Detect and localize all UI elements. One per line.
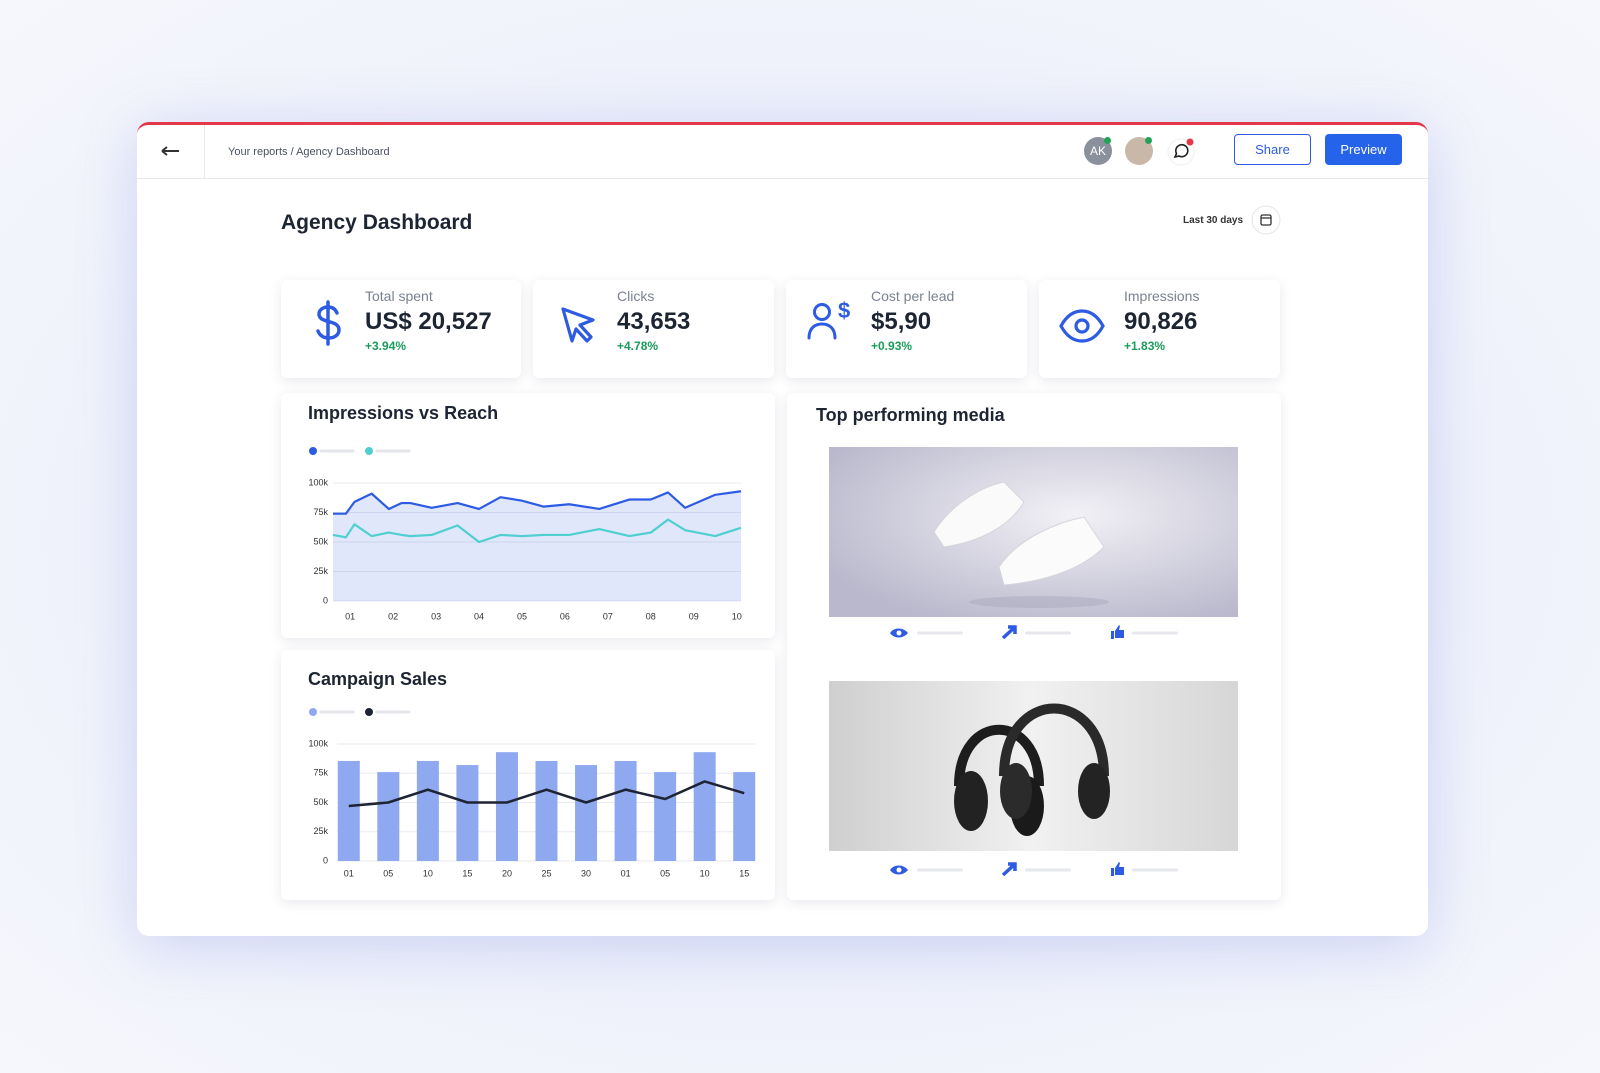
x-tick-label: 08 (646, 611, 656, 621)
y-tick-label: 75k (313, 768, 328, 778)
x-tick-label: 20 (502, 868, 512, 878)
chart-card: Impressions vs Reach 0 25k 50k 75k 100k 01 02 03… (281, 393, 775, 638)
x-tick-label: 04 (474, 611, 484, 621)
kpi-label: Clicks (617, 288, 655, 304)
bar (614, 760, 637, 861)
media-image (829, 447, 1238, 617)
comments-button[interactable] (1167, 138, 1195, 166)
x-tick-label: 25 (541, 868, 551, 878)
x-tick-label: 02 (388, 611, 398, 621)
x-tick-label: 15 (739, 868, 749, 878)
dollar-icon (316, 300, 341, 346)
media-image (829, 681, 1238, 851)
x-tick-label: 01 (345, 611, 355, 621)
media-card: Top performing media (787, 393, 1281, 900)
user-cost-icon: $ (807, 300, 850, 340)
bar (575, 765, 598, 861)
status-dot (1145, 137, 1152, 144)
kpi-card: Impressions 90,826 +1.83% (1039, 280, 1280, 378)
kpi-card: Total spent US$ 20,527 +3.94% (281, 280, 521, 378)
breadcrumb[interactable]: Your reports / Agency Dashboard (228, 146, 390, 158)
y-tick-label: 25k (313, 826, 328, 836)
chart-title: Impressions vs Reach (308, 403, 498, 423)
x-tick-label: 01 (344, 868, 354, 878)
avatar[interactable]: AK (1084, 137, 1112, 165)
kpi-label: Total spent (365, 288, 433, 304)
kpi-change: +0.93% (871, 339, 913, 353)
series-area (333, 491, 741, 601)
x-tick-label: 05 (383, 868, 393, 878)
kpi-change: +4.78% (617, 339, 659, 353)
kpi-value: $5,90 (871, 308, 932, 335)
date-range[interactable]: Last 30 days (1183, 215, 1244, 226)
divider (204, 125, 205, 178)
kpi-label: Impressions (1124, 288, 1200, 304)
media-stats (890, 625, 1178, 640)
back-button[interactable] (159, 143, 183, 159)
bar (337, 760, 360, 861)
media-title: Top performing media (816, 405, 1005, 425)
y-tick-label: 0 (323, 595, 328, 605)
bar (495, 752, 518, 861)
legend-marker (309, 708, 317, 716)
series-line (333, 490, 742, 515)
calendar-button[interactable] (1251, 205, 1281, 235)
kpi-value: 90,826 (1124, 308, 1198, 335)
x-tick-label: 10 (732, 611, 742, 621)
x-tick-label: 09 (689, 611, 699, 621)
preview-button[interactable]: Preview (1325, 134, 1402, 165)
media-stats (890, 862, 1178, 877)
y-tick-label: 75k (313, 507, 328, 517)
status-dot (1104, 137, 1111, 144)
kpi-value: US$ 20,527 (365, 308, 492, 335)
eye-icon (1059, 309, 1105, 343)
y-tick-label: 0 (323, 855, 328, 865)
legend-marker (365, 708, 373, 716)
legend-marker (365, 447, 373, 455)
bar (416, 760, 439, 861)
x-tick-label: 05 (660, 868, 670, 878)
y-tick-label: 50k (313, 536, 328, 546)
cursor-icon (561, 307, 595, 343)
kpi-card: Clicks 43,653 +4.78% (533, 280, 774, 378)
kpi-change: +1.83% (1124, 339, 1166, 353)
bar (654, 772, 677, 861)
legend-marker (309, 447, 317, 455)
top-bar (137, 125, 1428, 179)
y-tick-label: 100k (308, 477, 328, 487)
x-tick-label: 30 (581, 868, 591, 878)
x-tick-label: 03 (431, 611, 441, 621)
bar-chart: Campaign Sales 0 25k 50k 75k 100k 01 05 10 15 20 25… (308, 669, 756, 878)
x-tick-label: 06 (560, 611, 570, 621)
series-line (332, 518, 742, 544)
y-tick-label: 25k (313, 566, 328, 576)
x-tick-label: 10 (423, 868, 433, 878)
kpi-label: Cost per lead (871, 288, 955, 304)
chart-card: Campaign Sales 0 25k 50k 75k 100k 01 05 10 15 20 25… (281, 650, 775, 900)
x-tick-label: 01 (621, 868, 631, 878)
bar (377, 772, 400, 861)
y-tick-label: 50k (313, 797, 328, 807)
kpi-change: +3.94% (365, 339, 407, 353)
kpi-card: $ Cost per lead $5,90 +0.93% (786, 280, 1027, 378)
x-tick-label: 15 (462, 868, 472, 878)
chart-title: Campaign Sales (308, 669, 447, 689)
bar (733, 772, 756, 861)
x-tick-label: 07 (603, 611, 613, 621)
x-tick-label: 10 (700, 868, 710, 878)
bar (535, 760, 558, 861)
line-chart: Impressions vs Reach 0 25k 50k 75k 100k 01 02 03… (308, 403, 742, 622)
y-tick-label: 100k (308, 738, 328, 748)
kpi-value: 43,653 (617, 308, 691, 335)
svg-text:$: $ (838, 300, 850, 323)
dashboard-title: Agency Dashboard (281, 211, 473, 234)
series-line (348, 780, 745, 808)
bar (693, 752, 716, 861)
bar (456, 765, 479, 861)
x-tick-label: 05 (517, 611, 527, 621)
share-button[interactable]: Share (1234, 134, 1311, 165)
